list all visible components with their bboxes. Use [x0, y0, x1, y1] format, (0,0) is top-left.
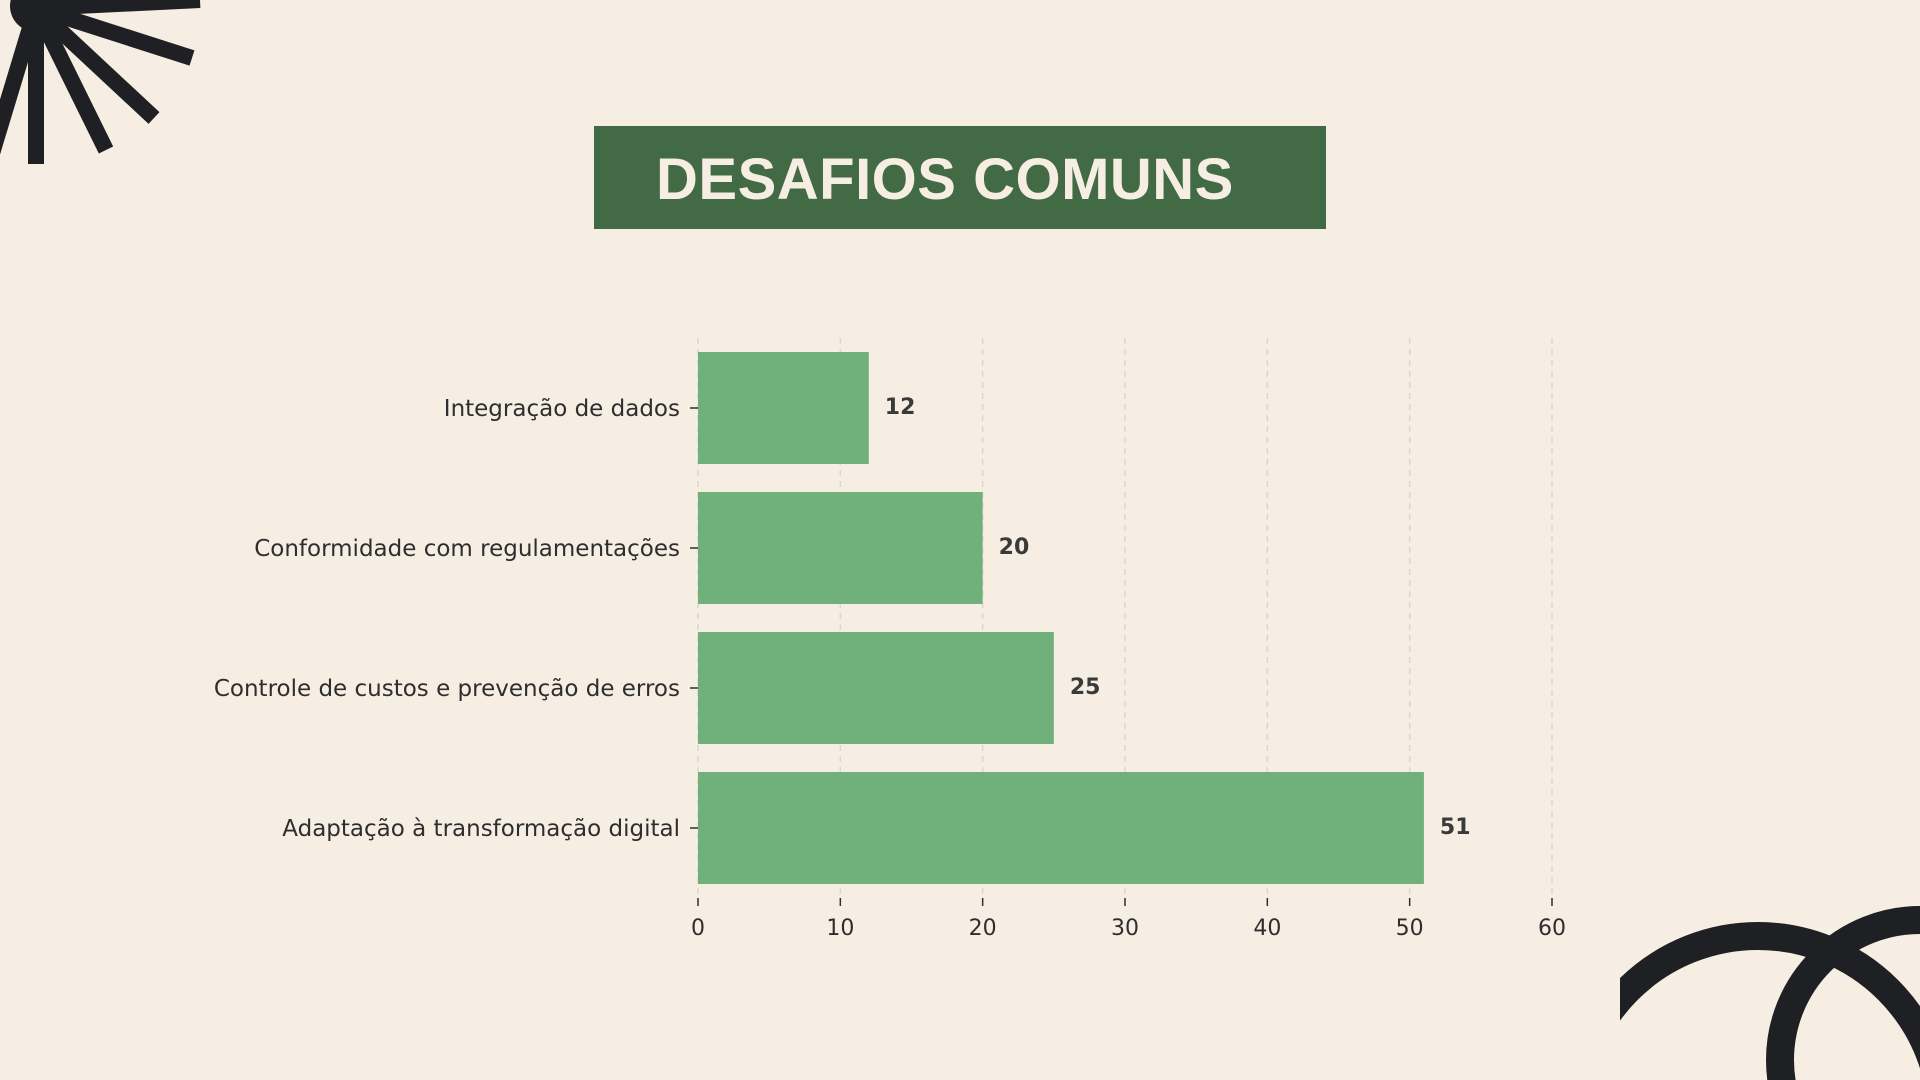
value-label-1: 20 [999, 535, 1030, 560]
x-tick-label-0: 0 [691, 916, 705, 941]
category-label-0: Integração de dados [444, 396, 680, 422]
bar-1 [698, 492, 983, 604]
title-banner: DESAFIOS COMUNS [594, 126, 1326, 229]
value-label-3: 51 [1440, 815, 1471, 840]
x-tick-label-6: 60 [1538, 916, 1566, 941]
category-label-1: Conformidade com regulamentações [254, 536, 680, 562]
x-tick-label-3: 30 [1111, 916, 1139, 941]
bar-2 [698, 632, 1054, 744]
value-label-0: 12 [885, 395, 916, 420]
slide-title: DESAFIOS COMUNS [656, 147, 1234, 212]
category-label-3: Adaptação à transformação digital [282, 816, 680, 842]
starburst-icon [0, 0, 201, 164]
arcs-icon [1620, 906, 1920, 1080]
bar-0 [698, 352, 869, 464]
x-tick-label-2: 20 [969, 916, 997, 941]
bar-3 [698, 772, 1424, 884]
x-tick-label-4: 40 [1253, 916, 1281, 941]
value-label-2: 25 [1070, 675, 1101, 700]
x-tick-label-5: 50 [1396, 916, 1424, 941]
category-label-2: Controle de custos e prevenção de erros [214, 676, 680, 702]
x-tick-label-1: 10 [826, 916, 854, 941]
